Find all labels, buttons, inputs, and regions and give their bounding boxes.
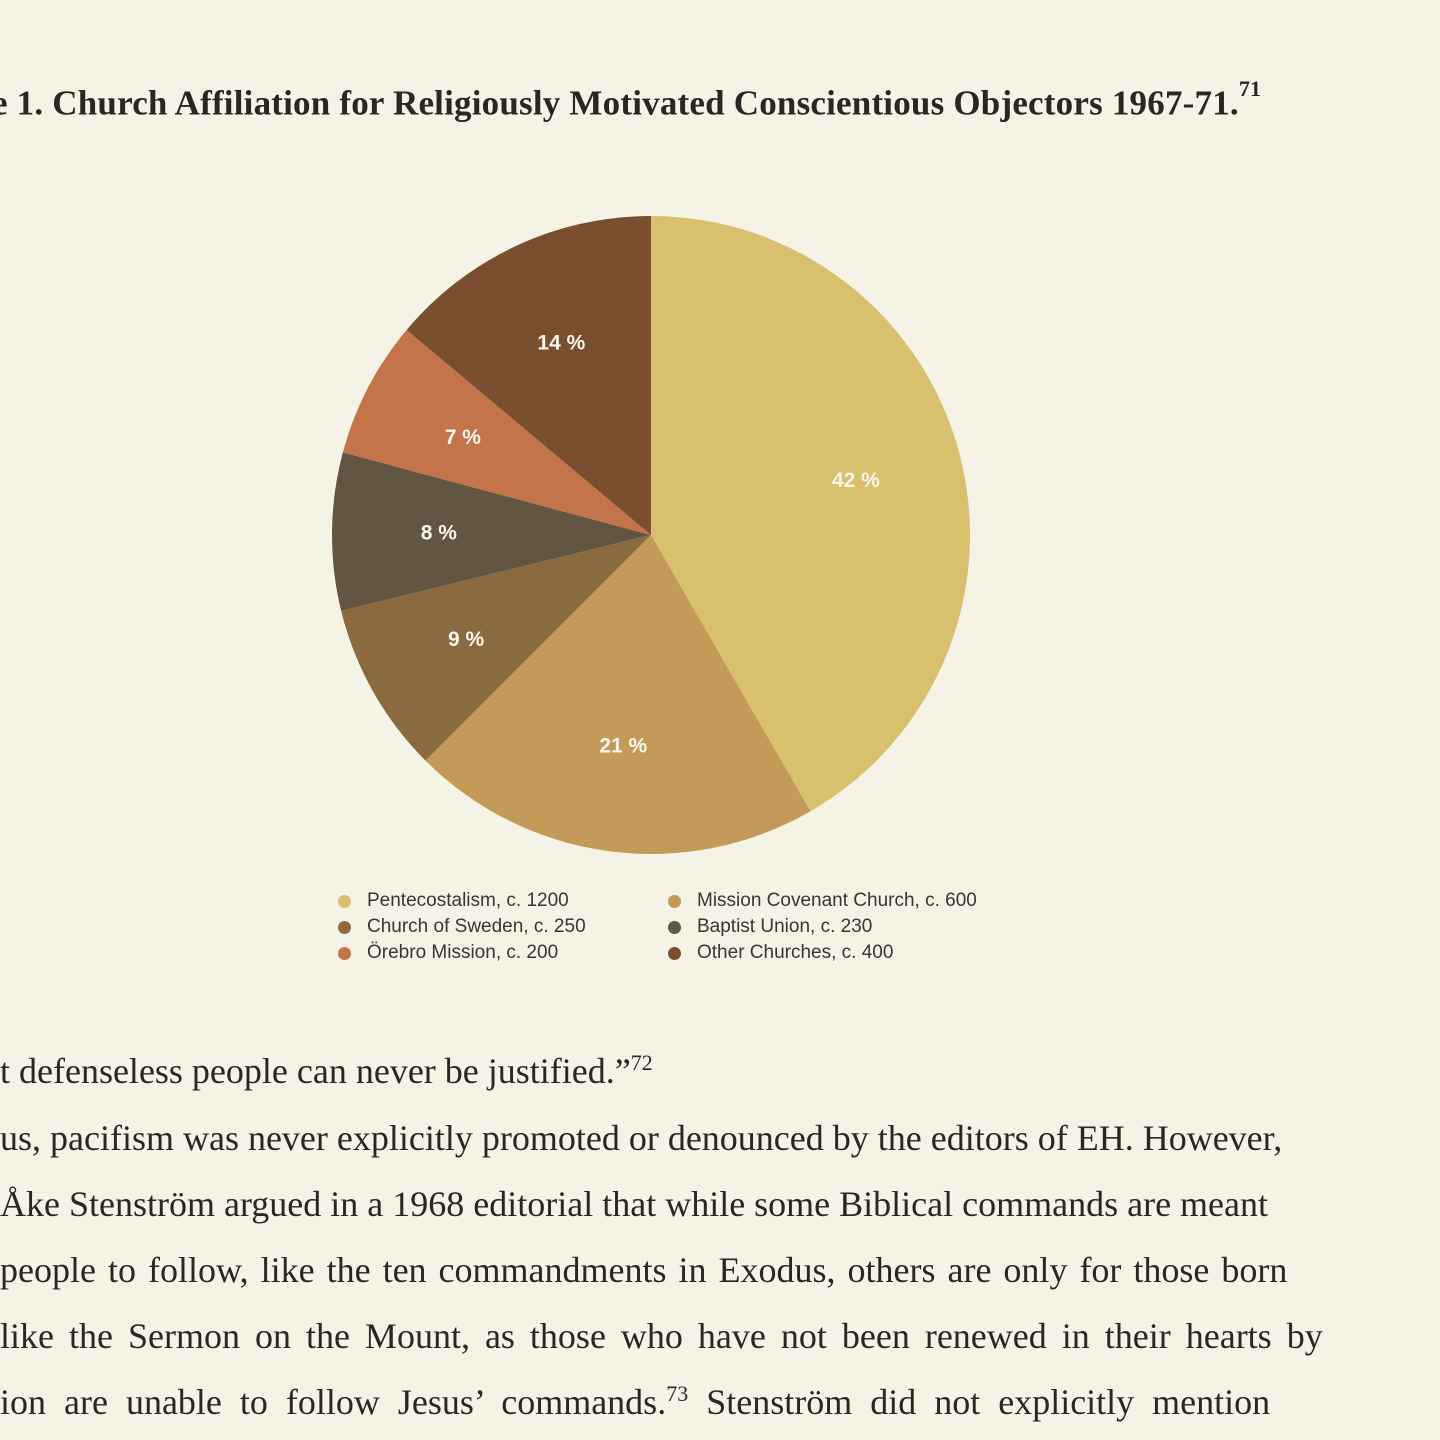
chart-legend: Pentecostalism, c. 1200 Mission Covenant… <box>338 889 1028 965</box>
body-paragraph-line: t defenseless people can never be justif… <box>0 1050 653 1091</box>
footnote-ref: 71 <box>1238 76 1262 101</box>
slice-data-label: 21 % <box>599 734 647 757</box>
body-paragraph-line: people to follow, like the ten commandme… <box>0 1250 1288 1290</box>
pie-slice-other-churches <box>406 216 651 535</box>
legend-item: Baptist Union, c. 230 <box>668 915 1028 939</box>
body-paragraph-line: Åke Stenström argued in a 1968 editorial… <box>0 1184 1269 1224</box>
figure-title: e 1. Church Affiliation for Religiously … <box>0 76 1262 123</box>
legend-swatch <box>668 894 681 908</box>
legend-item: Mission Covenant Church, c. 600 <box>668 889 1028 913</box>
pie-slice-pentecostalism <box>651 216 971 812</box>
legend-item: Pentecostalism, c. 1200 <box>338 889 668 913</box>
legend-item: Other Churches, c. 400 <box>668 941 1028 965</box>
legend-swatch <box>668 946 681 960</box>
legend-swatch <box>338 946 351 960</box>
slice-data-label: 7 % <box>445 426 482 449</box>
legend-swatch <box>668 920 681 934</box>
pie-chart: 42 % 21 % 9 % 8 % 7 % 14 % <box>331 216 971 854</box>
slice-data-label: 14 % <box>537 332 585 355</box>
pie-slice-church-of-sweden <box>341 535 651 761</box>
pie-slice-mission-covenant-church <box>425 535 811 854</box>
legend-swatch <box>338 920 351 934</box>
pie-slice-baptist-union <box>331 452 651 611</box>
slice-data-label: 8 % <box>421 522 458 545</box>
footnote-ref: 72 <box>630 1050 653 1075</box>
legend-item: Church of Sweden, c. 250 <box>338 915 668 939</box>
legend-swatch <box>338 894 351 908</box>
body-paragraph-line: us, pacifism was never explicitly promot… <box>0 1118 1283 1158</box>
body-paragraph-line: like the Sermon on the Mount, as those w… <box>0 1316 1323 1356</box>
footnote-ref: 73 <box>666 1381 689 1406</box>
legend-item: Örebro Mission, c. 200 <box>338 941 668 965</box>
pie-slice--rebro-mission <box>342 329 651 535</box>
slice-data-label: 42 % <box>832 469 880 492</box>
body-paragraph-line: ion are unable to follow Jesus’ commands… <box>0 1381 1271 1422</box>
slice-data-label: 9 % <box>448 628 485 651</box>
